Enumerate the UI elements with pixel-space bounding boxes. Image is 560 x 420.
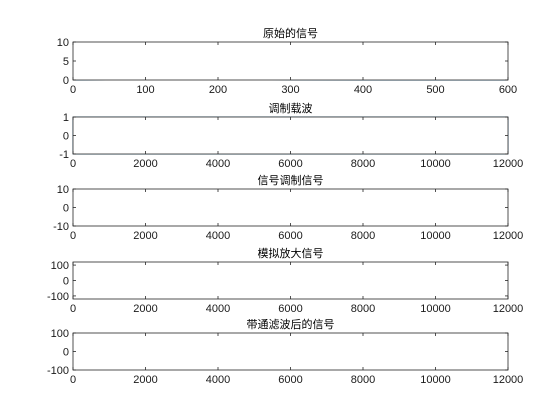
axes-frame bbox=[72, 116, 509, 155]
x-tick-label: 0 bbox=[70, 374, 76, 386]
y-tick-label: 0 bbox=[63, 276, 69, 288]
y-tick-label: -1 bbox=[59, 149, 69, 161]
x-tick-label: 0 bbox=[70, 303, 76, 315]
y-tick-label: 100 bbox=[51, 260, 69, 272]
y-tick-label: 5 bbox=[63, 56, 69, 68]
x-tick-label: 8000 bbox=[351, 230, 375, 242]
x-tick-label: 2000 bbox=[133, 230, 157, 242]
y-tick-label: -10 bbox=[53, 221, 69, 233]
x-tick-label: 12000 bbox=[493, 374, 524, 386]
x-tick-label: 10000 bbox=[420, 374, 451, 386]
x-tick-label: 2000 bbox=[133, 374, 157, 386]
x-tick-label: 400 bbox=[354, 84, 372, 96]
x-tick-label: 500 bbox=[426, 84, 444, 96]
x-tick-label: 8000 bbox=[351, 374, 375, 386]
axes-frame bbox=[72, 188, 509, 227]
x-tick-label: 12000 bbox=[493, 230, 524, 242]
y-tick-label: 100 bbox=[51, 328, 69, 340]
y-tick-label: 10 bbox=[57, 184, 69, 196]
x-tick-label: 4000 bbox=[206, 374, 230, 386]
y-tick-label: 10 bbox=[57, 37, 69, 49]
y-tick-label: 1 bbox=[63, 112, 69, 124]
x-tick-label: 0 bbox=[70, 84, 76, 96]
x-tick-label: 4000 bbox=[206, 230, 230, 242]
x-tick-label: 6000 bbox=[278, 158, 302, 170]
subplot-4: 0 2000 4000 6000 8000 10000 12000-1000100模拟放大信… bbox=[47, 246, 523, 315]
x-tick-label: 8000 bbox=[351, 303, 375, 315]
axes-frame bbox=[72, 332, 509, 371]
x-tick-label: 6000 bbox=[278, 374, 302, 386]
x-tick-label: 6000 bbox=[278, 303, 302, 315]
y-tick-label: 0 bbox=[63, 347, 69, 359]
subplot-5: 0 2000 4000 6000 8000 10000 12000-1000100带通滤波后… bbox=[47, 317, 523, 386]
x-tick-label: 10000 bbox=[420, 158, 451, 170]
y-tick-label: 0 bbox=[63, 203, 69, 215]
x-tick-label: 12000 bbox=[493, 303, 524, 315]
axes-frame bbox=[72, 261, 509, 300]
x-tick-label: 200 bbox=[209, 84, 227, 96]
x-tick-label: 4000 bbox=[206, 158, 230, 170]
y-tick-label: -100 bbox=[47, 365, 69, 377]
y-tick-label: -100 bbox=[47, 291, 69, 303]
x-tick-label: 100 bbox=[136, 84, 154, 96]
subplot-title: 信号调制信号 bbox=[258, 174, 324, 187]
x-tick-label: 0 bbox=[70, 230, 76, 242]
x-tick-label: 4000 bbox=[206, 303, 230, 315]
subplot-title: 原始的信号 bbox=[263, 26, 318, 40]
subplot-title: 调制载波 bbox=[269, 102, 313, 115]
x-tick-label: 2000 bbox=[133, 303, 157, 315]
subplot-title: 带通滤波后的信号 bbox=[247, 317, 335, 331]
x-tick-label: 300 bbox=[281, 84, 299, 96]
subplot-title: 模拟放大信号 bbox=[258, 246, 324, 260]
x-tick-label: 6000 bbox=[278, 230, 302, 242]
subplot-1: 0 100 200 300 400 500 600 0 5 10 原始的信号 bbox=[57, 26, 517, 96]
x-tick-label: 12000 bbox=[493, 158, 524, 170]
x-tick-label: 10000 bbox=[420, 303, 451, 315]
y-tick-label: 0 bbox=[63, 131, 69, 143]
axes-frame bbox=[72, 41, 509, 81]
x-tick-label: 600 bbox=[499, 84, 517, 96]
x-tick-label: 10000 bbox=[420, 230, 451, 242]
y-tick-label: 0 bbox=[63, 75, 69, 87]
x-tick-label: 0 bbox=[70, 158, 76, 170]
x-tick-label: 8000 bbox=[351, 158, 375, 170]
x-tick-label: 2000 bbox=[133, 158, 157, 170]
